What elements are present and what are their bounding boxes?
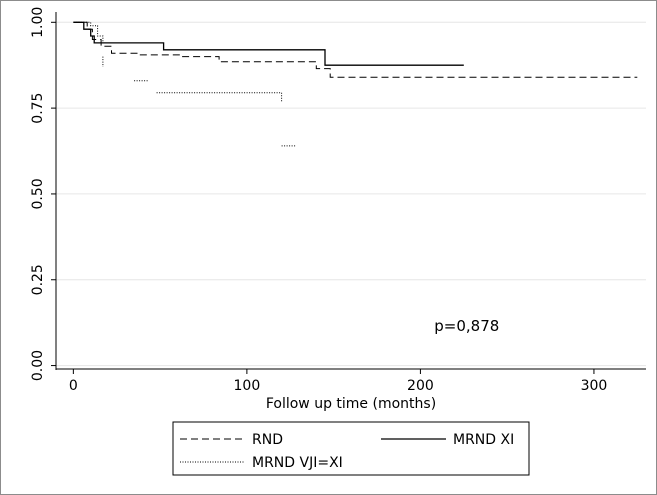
x-tick-label-1: 100	[234, 378, 261, 394]
axes-layer: 0.00 0.25 0.50 0.75 1.00 0 100 200 300	[30, 7, 646, 394]
legend-mrnd-xi-label: MRND XI	[453, 432, 514, 448]
y-tick-label-4: 1.00	[30, 7, 46, 38]
x-tick-label-0: 0	[69, 378, 78, 394]
grid-layer	[56, 21, 646, 367]
p-value-annotation: p=0,878	[434, 317, 499, 335]
y-tick-label-0: 0.00	[30, 350, 46, 381]
legend-rnd-label: RND	[252, 432, 283, 448]
legend-mrnd-vji-xi-label: MRND VJI=XI	[252, 455, 343, 471]
series-mrnd-vji-xi-seg-0-line	[73, 21, 104, 43]
series-rnd-line	[73, 21, 638, 78]
x-axis-title: Follow up time (months)	[266, 396, 436, 412]
y-tick-label-1: 0.25	[30, 264, 46, 295]
legend-box	[172, 421, 530, 476]
series-mrnd-vji-xi-seg-3-line	[156, 92, 283, 102]
series-layer	[73, 21, 638, 147]
legend: RND MRND XI MRND VJI=XI	[172, 421, 530, 476]
x-tick-label-3: 300	[581, 378, 608, 394]
x-tick-label-2: 200	[407, 378, 434, 394]
y-tick-label-3: 0.75	[30, 93, 46, 124]
y-tick-label-2: 0.50	[30, 178, 46, 209]
series-mrnd-xi-line	[73, 21, 464, 66]
